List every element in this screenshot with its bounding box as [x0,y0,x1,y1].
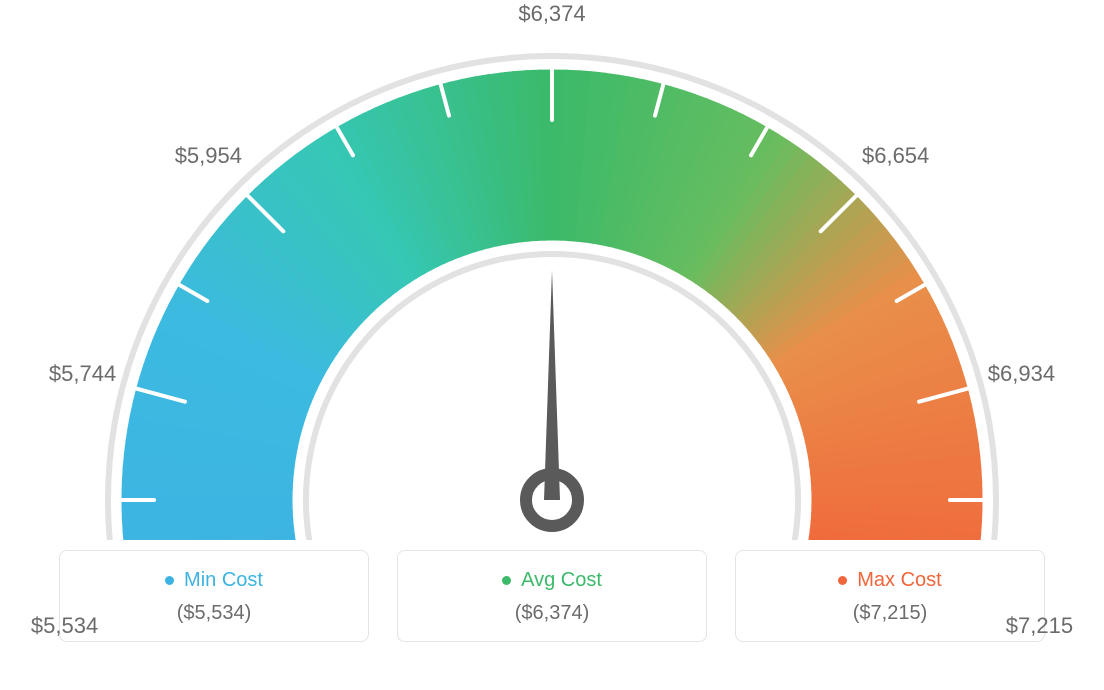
legend-title-text: Max Cost [857,569,941,592]
gauge-tick-label: $5,744 [49,361,116,387]
legend-value-min: ($5,534) [70,602,358,625]
legend-value-max: ($7,215) [746,602,1034,625]
gauge-tick-label: $5,954 [175,143,242,169]
legend-value-avg: ($6,374) [408,602,696,625]
legend-card-max: Max Cost ($7,215) [735,550,1045,642]
legend-card-avg: Avg Cost ($6,374) [397,550,707,642]
legend-title-text: Avg Cost [521,569,602,592]
dot-icon [838,576,847,585]
legend-row: Min Cost ($5,534) Avg Cost ($6,374) Max … [0,550,1104,642]
gauge-tick-label: $6,374 [518,1,585,27]
legend-title-avg: Avg Cost [502,569,602,592]
dot-icon [165,576,174,585]
gauge-svg [0,0,1104,540]
legend-card-min: Min Cost ($5,534) [59,550,369,642]
legend-title-min: Min Cost [165,569,263,592]
legend-title-text: Min Cost [184,569,263,592]
gauge-tick-label: $6,934 [988,361,1055,387]
gauge-chart: $5,534$5,744$5,954$6,374$6,654$6,934$7,2… [0,0,1104,540]
gauge-tick-label: $5,534 [31,613,98,639]
gauge-tick-label: $7,215 [1006,613,1073,639]
legend-title-max: Max Cost [838,569,941,592]
dot-icon [502,576,511,585]
gauge-tick-label: $6,654 [862,143,929,169]
